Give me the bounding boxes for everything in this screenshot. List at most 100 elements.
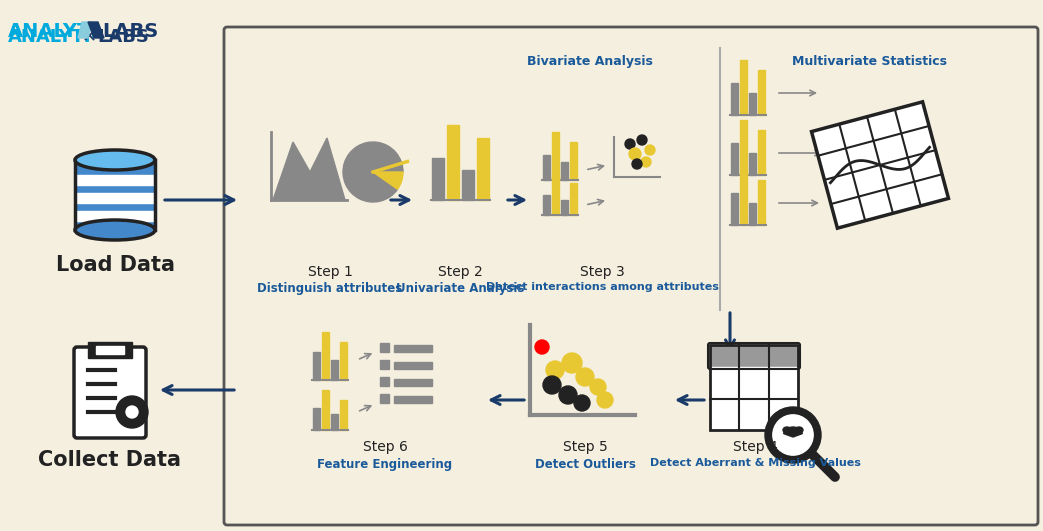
Circle shape bbox=[590, 379, 606, 395]
Text: LABS: LABS bbox=[102, 22, 159, 41]
Circle shape bbox=[597, 392, 613, 408]
Text: Detect interactions among attributes: Detect interactions among attributes bbox=[486, 282, 719, 292]
Bar bbox=[313, 352, 320, 380]
Text: Detect Outliers: Detect Outliers bbox=[535, 458, 635, 471]
Bar bbox=[739, 120, 747, 175]
Bar bbox=[561, 162, 568, 180]
Circle shape bbox=[773, 415, 814, 455]
Circle shape bbox=[576, 368, 595, 386]
Text: Distinguish attributes: Distinguish attributes bbox=[258, 282, 403, 295]
Bar bbox=[749, 203, 756, 225]
Circle shape bbox=[645, 145, 655, 155]
Bar bbox=[75, 211, 155, 221]
Circle shape bbox=[632, 159, 642, 169]
Bar bbox=[75, 160, 155, 230]
Circle shape bbox=[562, 353, 582, 373]
Bar bbox=[731, 193, 738, 225]
Bar bbox=[710, 345, 798, 367]
Bar bbox=[543, 155, 550, 180]
Ellipse shape bbox=[75, 220, 155, 240]
Ellipse shape bbox=[795, 427, 803, 433]
Circle shape bbox=[535, 340, 549, 354]
Bar bbox=[380, 360, 389, 369]
Circle shape bbox=[625, 139, 635, 149]
Bar bbox=[749, 93, 756, 115]
Bar bbox=[96, 346, 124, 354]
Bar bbox=[75, 193, 155, 203]
Text: LABS: LABS bbox=[97, 28, 149, 46]
Circle shape bbox=[629, 148, 641, 160]
Circle shape bbox=[559, 386, 577, 404]
Bar bbox=[731, 83, 738, 115]
Circle shape bbox=[641, 157, 651, 167]
Text: Step 4: Step 4 bbox=[732, 440, 777, 454]
Bar bbox=[552, 132, 559, 180]
Bar bbox=[552, 175, 559, 215]
Circle shape bbox=[545, 361, 564, 379]
Bar bbox=[331, 360, 338, 380]
Text: Feature Engineering: Feature Engineering bbox=[317, 458, 453, 471]
Bar bbox=[571, 142, 577, 180]
Bar bbox=[394, 396, 432, 403]
Bar bbox=[461, 170, 474, 200]
Bar bbox=[811, 102, 948, 228]
Bar bbox=[380, 343, 389, 352]
Bar bbox=[75, 160, 155, 230]
Bar bbox=[322, 390, 329, 430]
Bar bbox=[394, 379, 432, 386]
Circle shape bbox=[574, 395, 590, 411]
Bar bbox=[758, 130, 765, 175]
Bar bbox=[710, 345, 798, 430]
Wedge shape bbox=[783, 427, 802, 437]
Text: Step 1: Step 1 bbox=[308, 265, 353, 279]
Bar bbox=[739, 170, 747, 225]
Bar bbox=[571, 183, 577, 215]
Circle shape bbox=[637, 135, 647, 145]
Bar bbox=[739, 60, 747, 115]
Circle shape bbox=[126, 406, 138, 418]
Bar bbox=[731, 143, 738, 175]
Bar bbox=[88, 342, 132, 358]
Text: Collect Data: Collect Data bbox=[39, 450, 181, 470]
Bar bbox=[710, 367, 798, 430]
Ellipse shape bbox=[783, 427, 791, 433]
FancyBboxPatch shape bbox=[224, 27, 1038, 525]
Text: Bivariate Analysis: Bivariate Analysis bbox=[527, 55, 653, 68]
Bar bbox=[432, 158, 443, 200]
Bar bbox=[313, 408, 320, 430]
Text: Univariate Analysis: Univariate Analysis bbox=[395, 282, 525, 295]
Bar bbox=[543, 195, 550, 215]
Bar bbox=[380, 394, 389, 403]
Bar bbox=[322, 332, 329, 380]
Bar bbox=[331, 414, 338, 430]
Bar bbox=[758, 70, 765, 115]
Bar bbox=[394, 362, 432, 369]
Bar bbox=[758, 180, 765, 225]
FancyBboxPatch shape bbox=[74, 347, 146, 438]
Polygon shape bbox=[273, 138, 345, 200]
Bar bbox=[811, 102, 948, 228]
Bar bbox=[340, 400, 347, 430]
Bar bbox=[446, 125, 459, 200]
Text: Multivariate Statistics: Multivariate Statistics bbox=[793, 55, 947, 68]
Text: Step 5: Step 5 bbox=[562, 440, 607, 454]
Text: ANALYTI: ANALYTI bbox=[8, 28, 92, 46]
Bar bbox=[561, 200, 568, 215]
Text: Load Data: Load Data bbox=[55, 255, 174, 275]
Wedge shape bbox=[373, 172, 403, 189]
Text: Detect Aberrant & Missing Values: Detect Aberrant & Missing Values bbox=[650, 458, 860, 468]
Bar bbox=[749, 153, 756, 175]
Wedge shape bbox=[343, 142, 403, 202]
Polygon shape bbox=[88, 22, 104, 38]
Text: Step 6: Step 6 bbox=[363, 440, 408, 454]
Bar bbox=[75, 175, 155, 185]
Text: ANALYTI: ANALYTI bbox=[8, 22, 98, 41]
Bar bbox=[380, 377, 389, 386]
Ellipse shape bbox=[75, 150, 155, 170]
Polygon shape bbox=[78, 22, 92, 38]
Text: ✕: ✕ bbox=[82, 28, 97, 46]
Circle shape bbox=[116, 396, 148, 428]
Text: Step 3: Step 3 bbox=[580, 265, 625, 279]
Bar bbox=[394, 345, 432, 352]
Bar bbox=[340, 342, 347, 380]
